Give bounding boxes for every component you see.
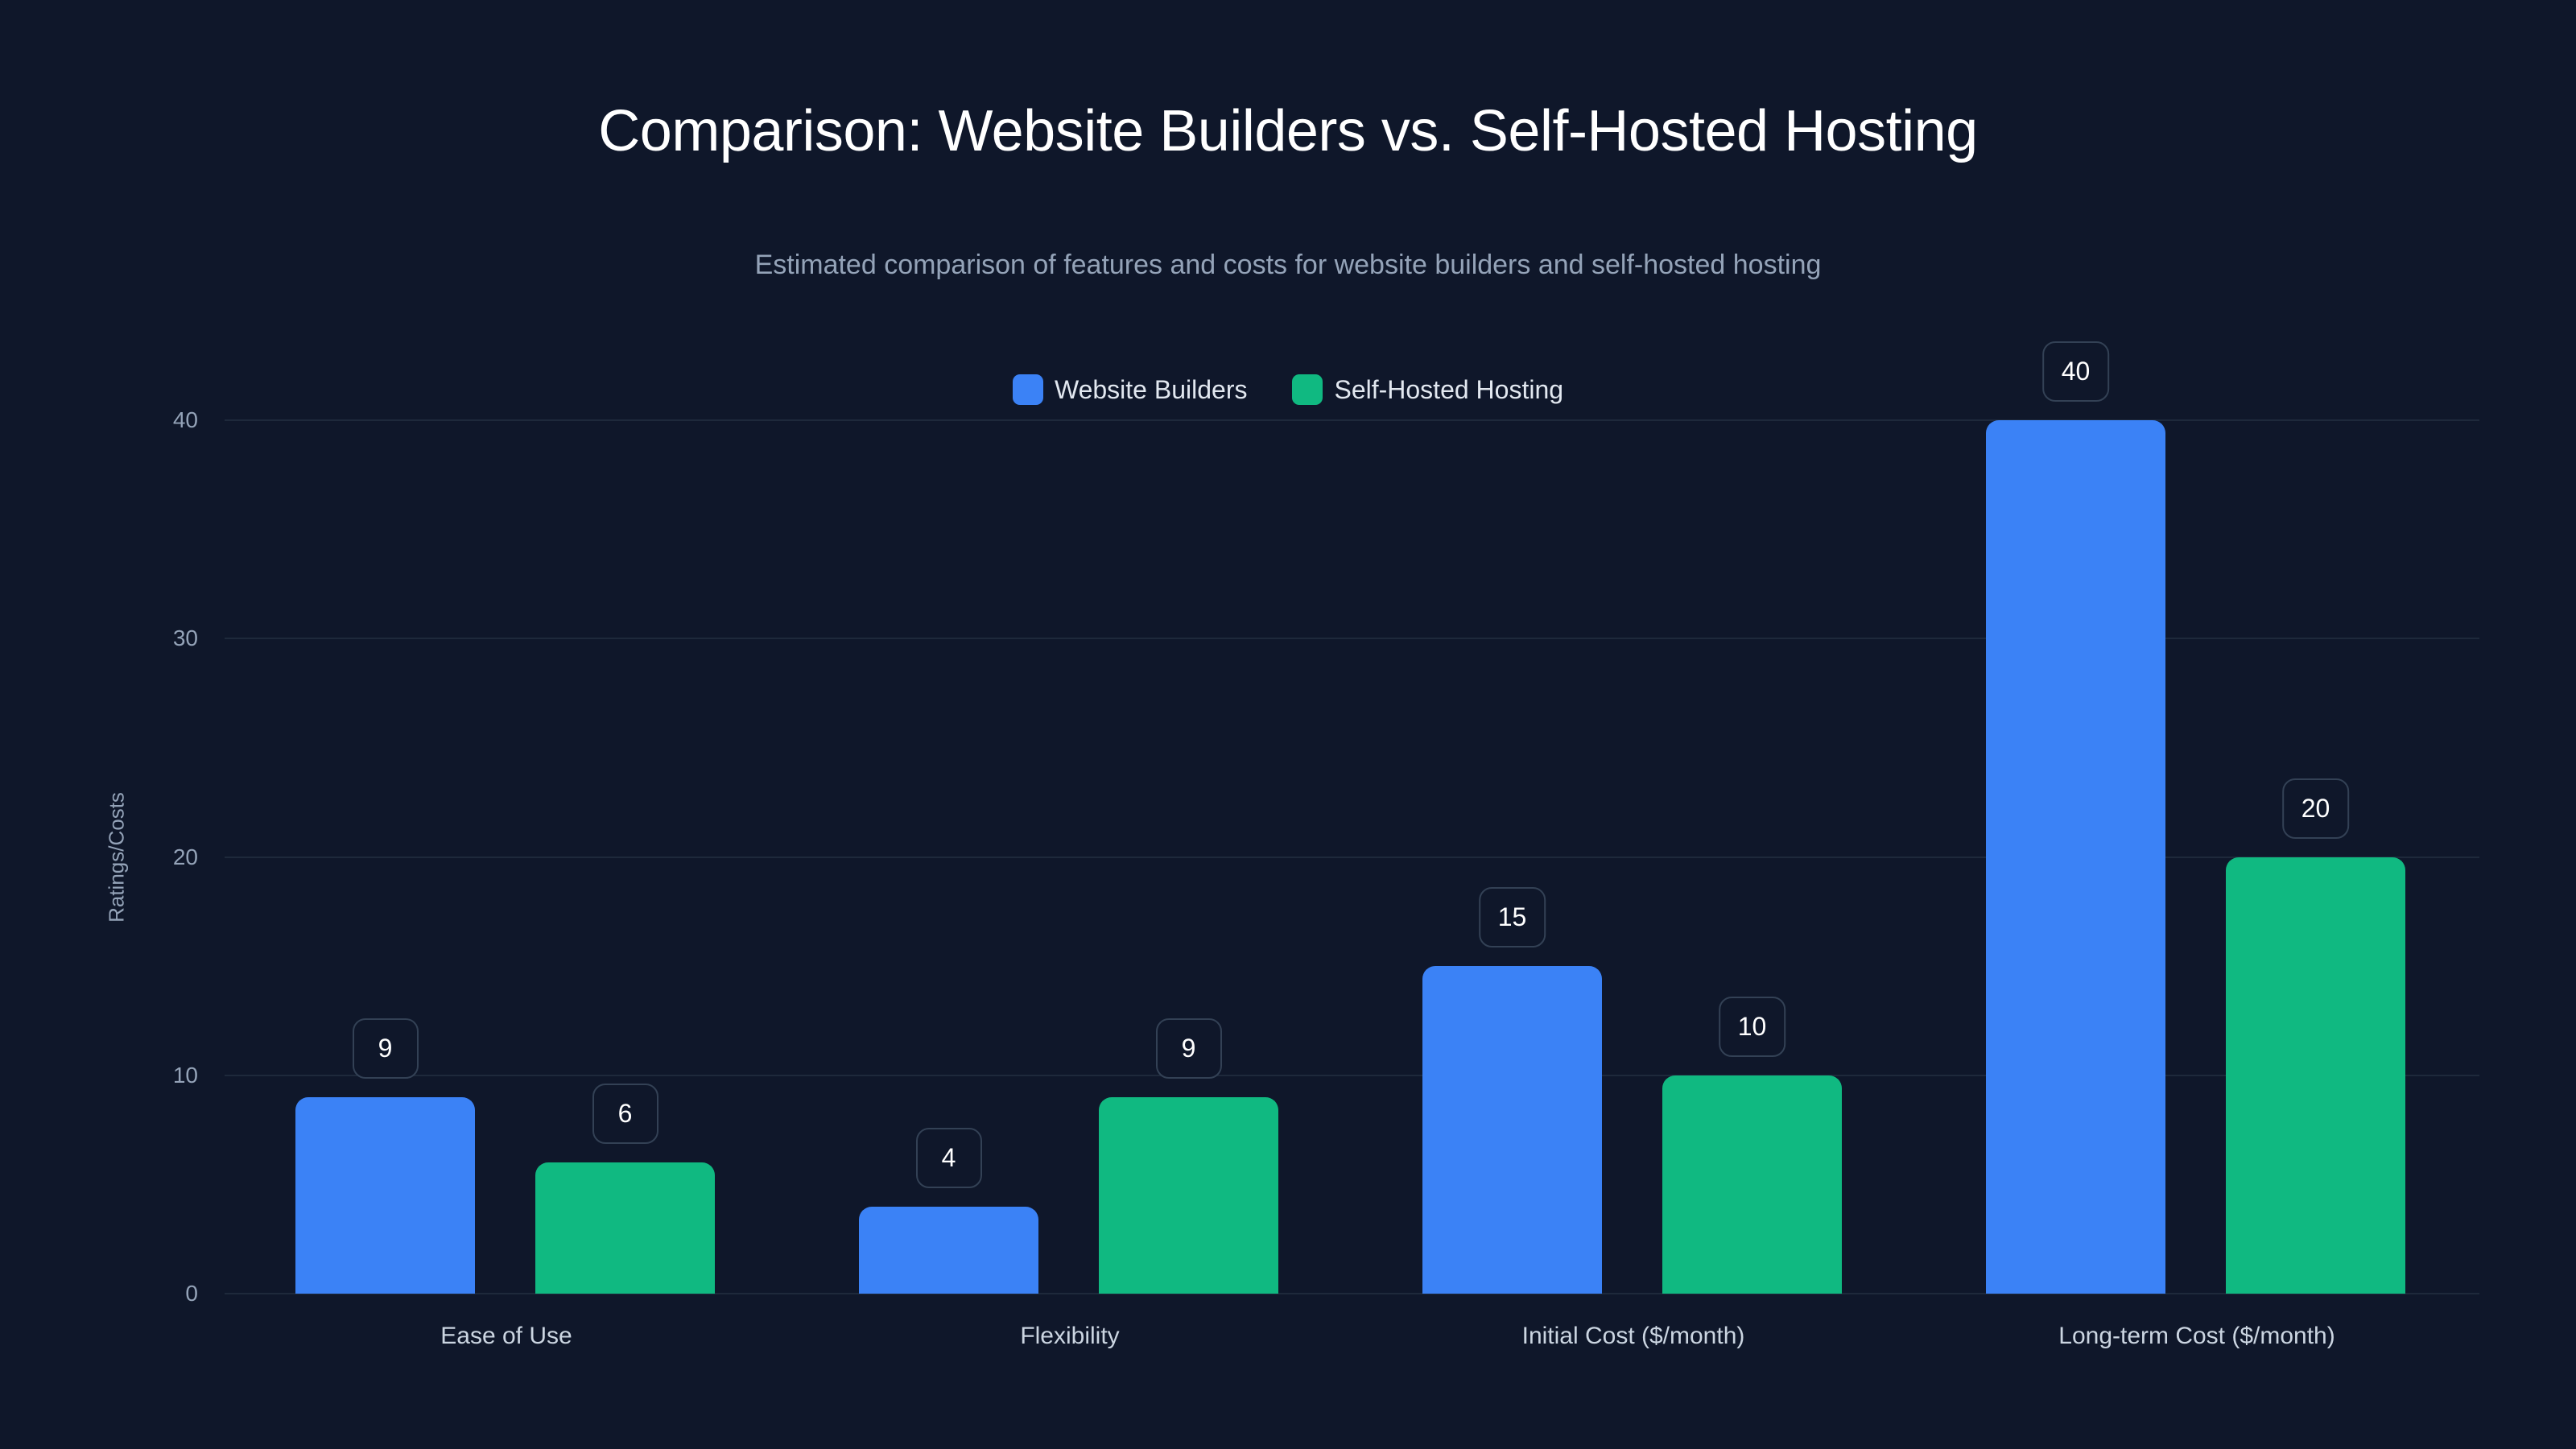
x-tick-label: Flexibility — [1020, 1323, 1120, 1349]
legend-swatch-icon — [1292, 374, 1323, 405]
y-tick-label: 20 — [172, 844, 198, 869]
x-tick-label: Long-term Cost ($/month) — [2058, 1323, 2335, 1349]
legend-item-self-hosted-hosting[interactable]: Self-Hosted Hosting — [1292, 374, 1563, 406]
data-label: 9 — [352, 1018, 419, 1079]
bar-website-builders[interactable] — [859, 1206, 1038, 1294]
x-tick-label: Initial Cost ($/month) — [1521, 1323, 1745, 1349]
chart-title: Comparison: Website Builders vs. Self-Ho… — [598, 99, 1978, 163]
bar-website-builders[interactable] — [1422, 966, 1602, 1294]
x-tick-label: Ease of Use — [440, 1323, 572, 1349]
legend-swatch-icon — [1012, 374, 1043, 405]
bar-website-builders[interactable] — [295, 1096, 475, 1294]
y-tick-label: 0 — [185, 1281, 198, 1306]
data-label: 40 — [2041, 341, 2110, 402]
y-tick-label: 40 — [172, 407, 198, 432]
chart-subtitle: Estimated comparison of features and cos… — [754, 250, 1822, 280]
data-label: 20 — [2281, 778, 2350, 839]
bar-self-hosted-hosting[interactable] — [535, 1162, 715, 1294]
legend-label: Website Builders — [1054, 375, 1248, 404]
gridline — [225, 419, 2479, 421]
y-tick-label: 10 — [172, 1062, 198, 1088]
bar-self-hosted-hosting[interactable] — [1099, 1096, 1278, 1294]
legend: Website Builders Self-Hosted Hosting — [0, 374, 2576, 406]
legend-item-website-builders[interactable]: Website Builders — [1012, 374, 1248, 406]
legend-label: Self-Hosted Hosting — [1334, 375, 1564, 404]
gridline — [225, 638, 2479, 640]
bar-website-builders[interactable] — [1986, 420, 2165, 1294]
gridline — [225, 1074, 2479, 1076]
gridline — [225, 856, 2479, 858]
data-label: 15 — [1478, 887, 1546, 948]
gridline — [225, 1293, 2479, 1294]
data-label: 6 — [592, 1084, 658, 1145]
plot-area: 9 6 4 9 15 10 40 20 — [225, 341, 2479, 1294]
data-label: 10 — [1718, 996, 1786, 1057]
y-tick-label: 30 — [172, 625, 198, 651]
bar-self-hosted-hosting[interactable] — [1662, 1075, 1842, 1294]
data-label: 4 — [915, 1127, 982, 1188]
bar-self-hosted-hosting[interactable] — [2226, 857, 2405, 1294]
data-label: 9 — [1155, 1018, 1222, 1079]
